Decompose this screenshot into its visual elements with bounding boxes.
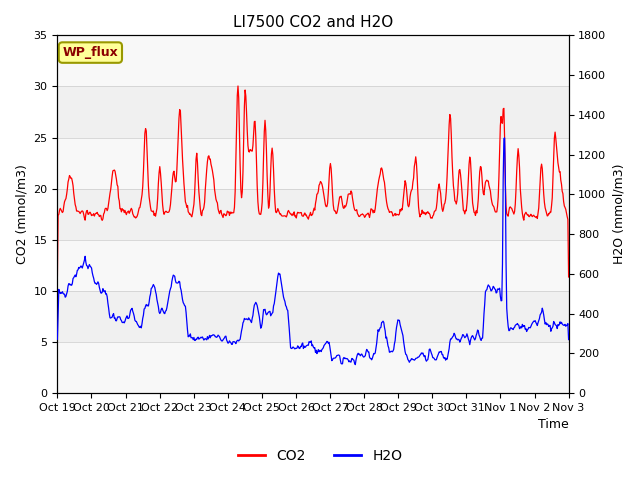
Y-axis label: H2O (mmol/m3): H2O (mmol/m3): [612, 164, 625, 264]
Bar: [58, 36, 568, 86]
Y-axis label: CO2 (mmol/m3): CO2 (mmol/m3): [15, 164, 28, 264]
Text: WP_flux: WP_flux: [63, 46, 118, 59]
Title: LI7500 CO2 and H2O: LI7500 CO2 and H2O: [233, 15, 393, 30]
Bar: [58, 138, 568, 189]
X-axis label: Time: Time: [538, 419, 568, 432]
Legend: CO2, H2O: CO2, H2O: [232, 443, 408, 468]
Bar: [58, 342, 568, 393]
Bar: [58, 240, 568, 291]
